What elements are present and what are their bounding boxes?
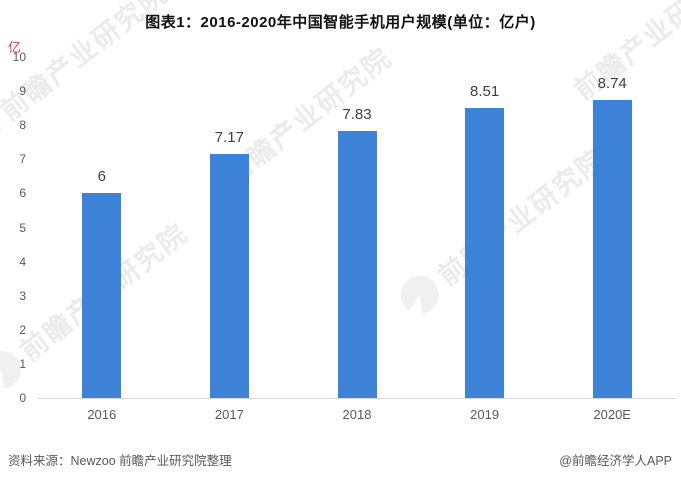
data-label: 7.17 — [214, 128, 244, 146]
x-tick-label: 2018 — [342, 407, 372, 422]
y-tick-label: 8 — [19, 118, 26, 133]
watermark-text: 前瞻产业研究院 — [432, 143, 612, 292]
y-tick-label: 10 — [12, 50, 26, 64]
x-tick-label: 2019 — [470, 407, 500, 422]
bar-2018 — [337, 130, 377, 398]
data-label: 8.51 — [469, 82, 500, 100]
y-axis-unit-label: 亿 — [8, 40, 22, 55]
bar-2019 — [465, 107, 505, 398]
bar-2017 — [209, 153, 249, 398]
y-tick-label: 4 — [19, 254, 26, 269]
y-tick-label: 2 — [19, 322, 26, 337]
x-tick-label: 2017 — [214, 407, 244, 422]
y-tick-label: 1 — [19, 356, 26, 371]
bar-2016 — [82, 193, 122, 398]
y-tick-label: 6 — [19, 186, 26, 201]
data-label: 6 — [97, 168, 106, 186]
y-tick-label: 0 — [19, 391, 26, 405]
source-note: 资料来源：Newzoo 前瞻产业研究院整理 — [8, 454, 232, 468]
y-tick-label: 7 — [19, 152, 26, 167]
data-label: 7.83 — [342, 105, 372, 123]
y-tick-label: 9 — [19, 84, 26, 99]
watermark-logo-icon — [393, 268, 447, 322]
x-tick-label: 2020E — [593, 407, 631, 422]
bar-2020E — [592, 99, 632, 398]
credit-note: @前瞻经济学人APP — [559, 454, 672, 468]
x-tick-label: 2016 — [87, 407, 117, 422]
data-label: 8.74 — [597, 74, 627, 92]
y-tick-label: 5 — [19, 220, 26, 235]
chart-title: 图表1：2016-2020年中国智能手机用户规模(单位：亿户) — [145, 14, 536, 31]
y-tick-label: 3 — [19, 288, 26, 303]
x-axis-line — [38, 398, 676, 399]
